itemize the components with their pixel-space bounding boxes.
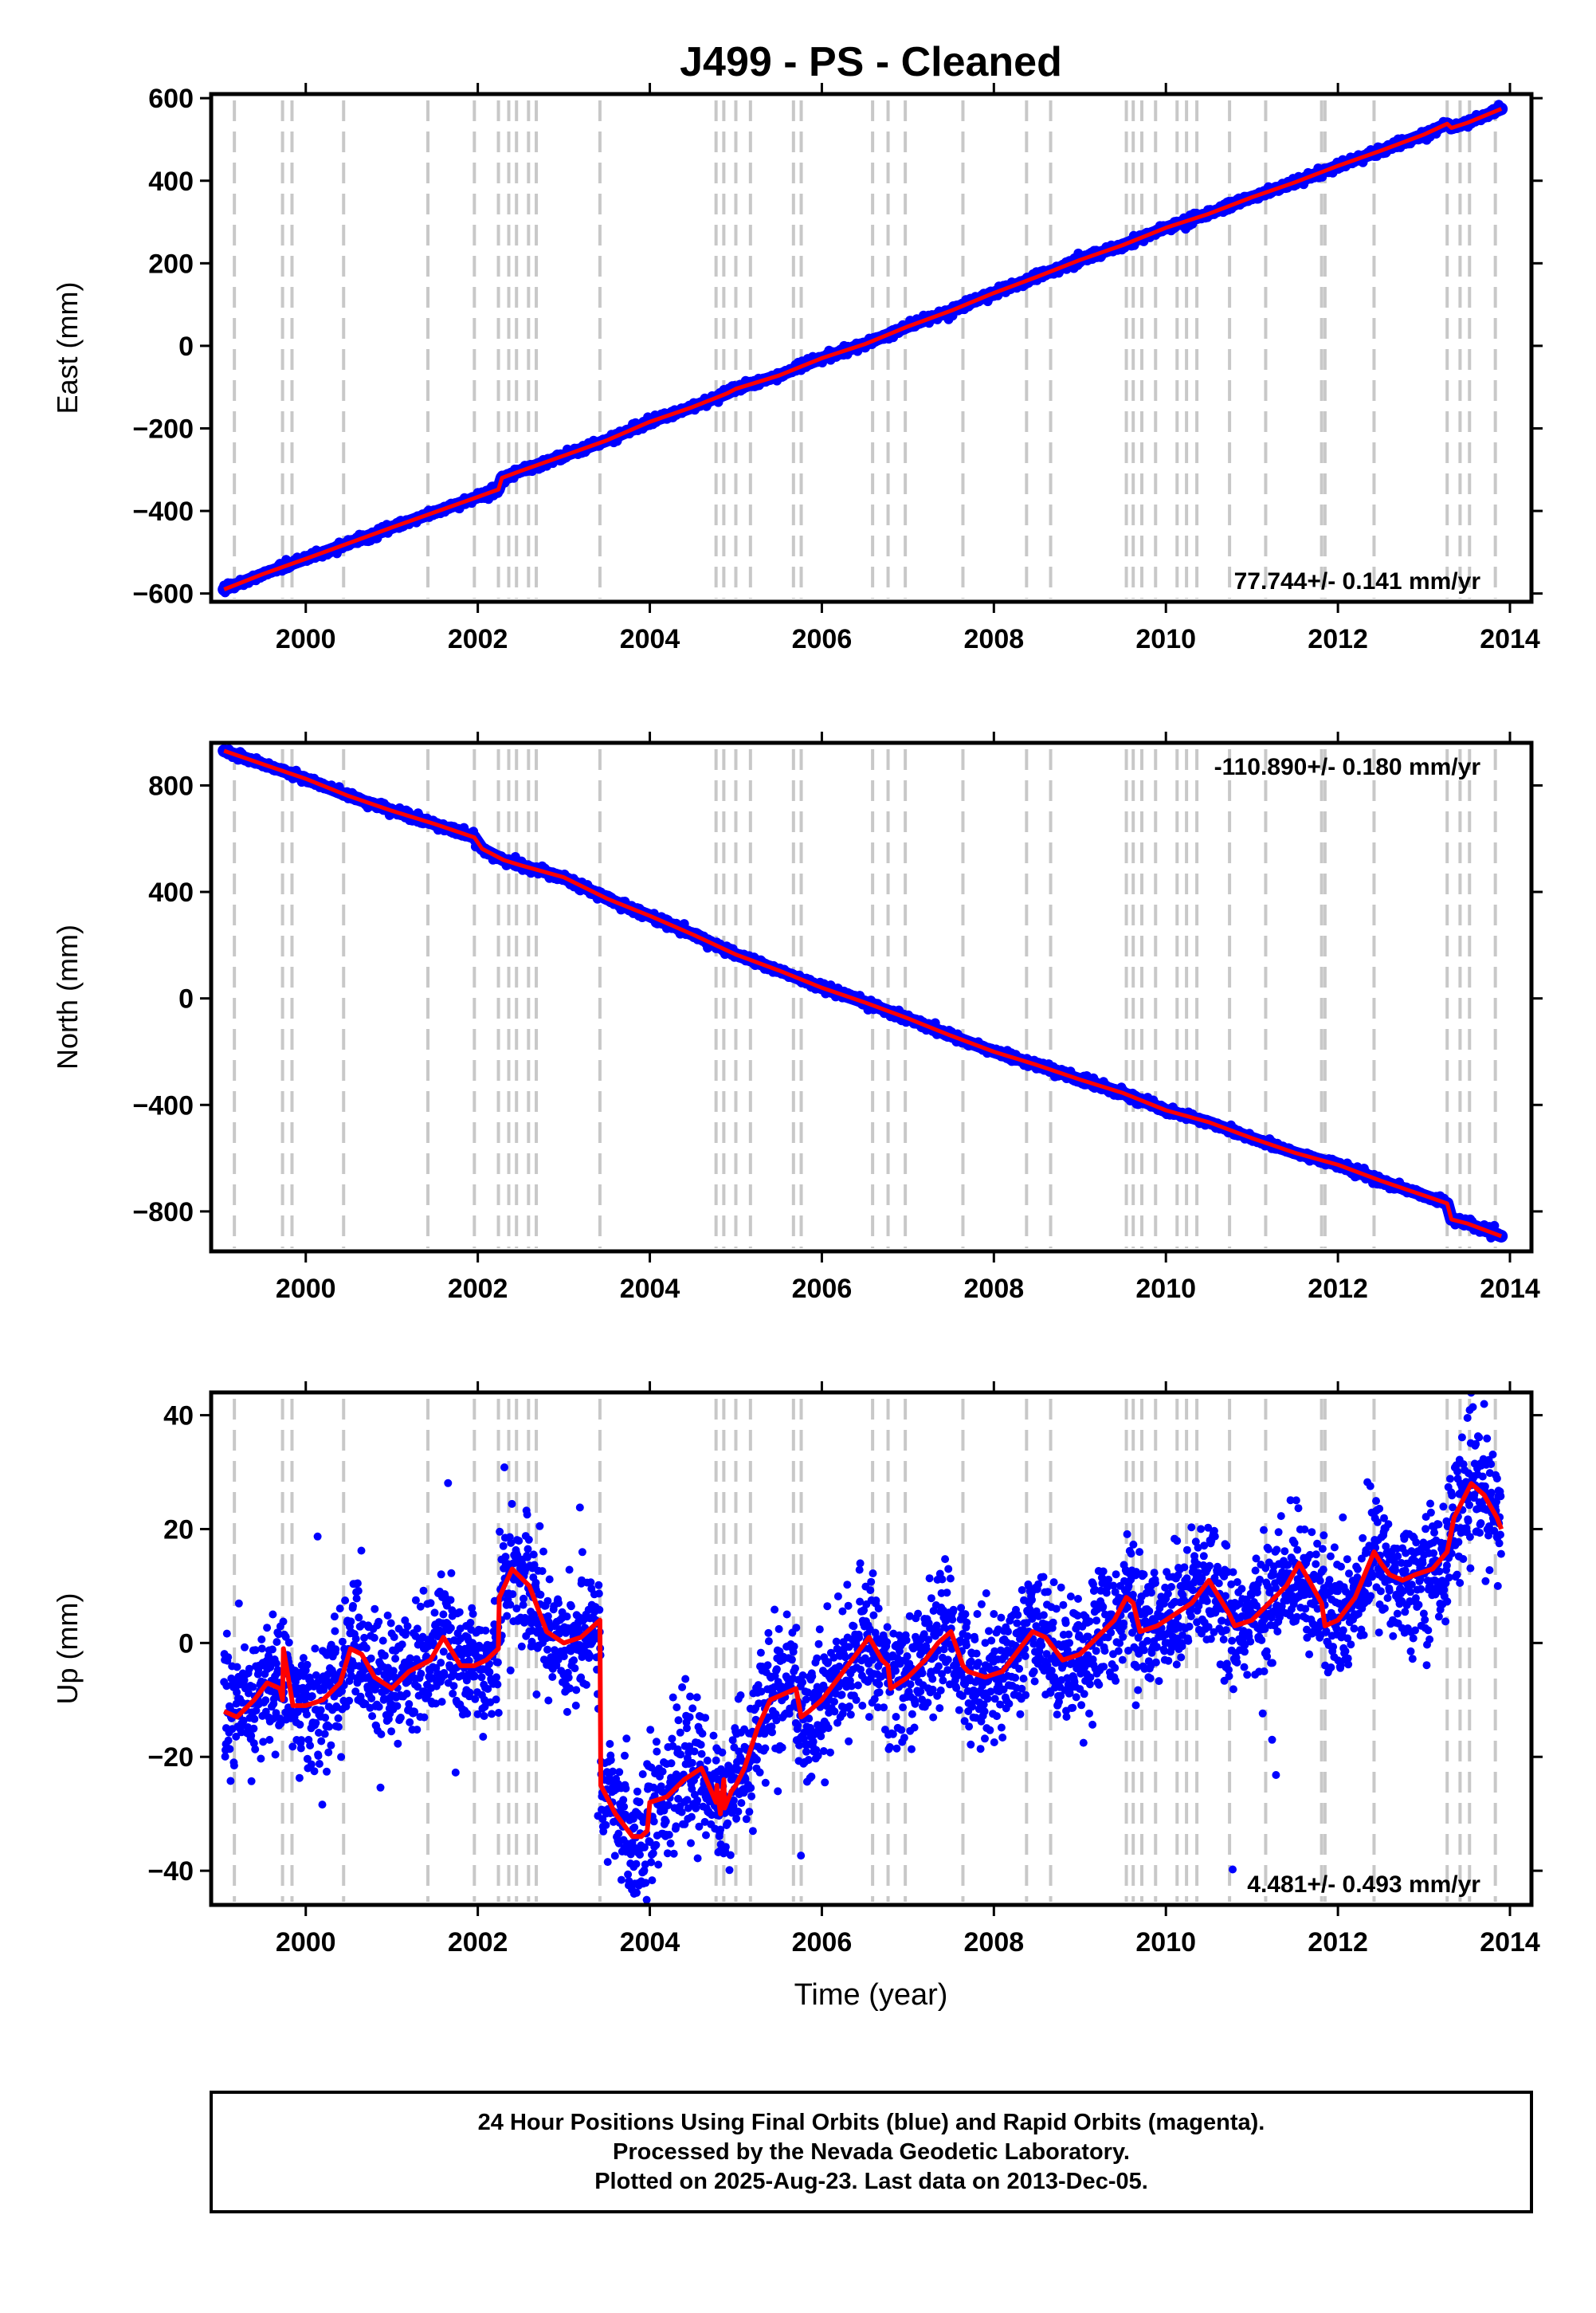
observation-point: [257, 1635, 266, 1643]
x-tick-label: 2008: [964, 1274, 1025, 1304]
plot-area: [218, 744, 1508, 1243]
observation-point: [221, 1752, 229, 1761]
observation-point: [257, 1754, 265, 1763]
observation-point: [240, 1676, 249, 1684]
observation-point: [268, 1645, 276, 1654]
observations: [220, 1392, 1505, 1904]
y-tick-label: −600: [132, 579, 194, 610]
x-tick-label: 2010: [1135, 1274, 1196, 1304]
observation-point: [241, 1643, 249, 1651]
observation-point: [226, 1777, 235, 1785]
x-tick-label: 2012: [1308, 624, 1368, 654]
plot-area: [218, 100, 1508, 598]
x-tick-label: 2014: [1480, 624, 1540, 654]
x-tick-label: 2010: [1135, 624, 1196, 654]
x-tick-label: 2002: [448, 1274, 508, 1304]
x-tick-label: 2006: [792, 624, 853, 654]
plot-area: [220, 1392, 1505, 1904]
observation-point: [249, 1683, 257, 1691]
observation-point: [273, 1638, 281, 1647]
observation-point: [239, 1716, 248, 1725]
y-tick-label: −800: [132, 1197, 194, 1227]
y-axis-label: East (mm): [51, 282, 84, 414]
observation-point: [233, 1663, 241, 1671]
observation-point: [232, 1732, 241, 1741]
x-tick-label: 2006: [792, 1274, 853, 1304]
observation-point: [272, 1659, 280, 1668]
observation-point: [257, 1644, 266, 1653]
x-tick-label: 2000: [276, 624, 336, 654]
observation-point: [272, 1709, 280, 1718]
observation-point: [251, 1745, 260, 1753]
observation-point: [279, 1617, 288, 1626]
observation-point: [233, 1688, 241, 1697]
observation-point: [252, 1706, 261, 1715]
east-panel: −600 −400 −200 0 200 400 600 2000 2002 2004 2006 20…: [51, 83, 1543, 654]
observation-point: [269, 1610, 277, 1619]
rate-annotation: -110.890+/- 0.180 mm/yr: [1214, 754, 1481, 780]
observation-point: [222, 1629, 231, 1638]
x-tick-label: 2004: [620, 1274, 680, 1304]
observation-point: [229, 1761, 238, 1770]
plot-frame: [209, 740, 1534, 1254]
observation-point: [245, 1689, 253, 1698]
model-fit-line: [223, 107, 1503, 591]
observation-point: [247, 1731, 256, 1740]
observation-point: [247, 1777, 256, 1785]
observation-point: [284, 1638, 293, 1647]
gps-timeseries-figure: J499 - PS - Cleaned −600 −400 −200 0 200 400 6…: [51, 39, 1543, 2012]
y-tick-label: 0: [178, 332, 194, 362]
y-tick-label: 400: [148, 878, 194, 908]
observation-point: [250, 1714, 259, 1723]
y-tick-label: 600: [148, 84, 194, 114]
observation-point: [234, 1599, 243, 1608]
observation-point: [245, 1664, 253, 1673]
x-tick-label: 2000: [276, 1274, 336, 1304]
observation-point: [222, 1682, 231, 1691]
observation-point: [224, 1653, 233, 1662]
observation-point: [274, 1630, 283, 1639]
observation-point: [288, 1742, 297, 1751]
y-tick-label: 0: [178, 984, 194, 1015]
y-tick-label: −200: [132, 414, 194, 444]
figure-title: J499 - PS - Cleaned: [680, 39, 1062, 85]
observation-point: [261, 1696, 270, 1705]
rate-annotation: 77.744+/- 0.141 mm/yr: [1234, 568, 1481, 595]
observation-point: [271, 1750, 280, 1759]
y-tick-label: −400: [132, 497, 194, 527]
y-tick-label: 400: [148, 167, 194, 197]
observation-point: [249, 1724, 258, 1733]
y-axis-label: North (mm): [51, 925, 84, 1070]
x-tick-label: 2012: [1308, 1274, 1368, 1304]
x-tick-label: 2002: [448, 624, 508, 654]
observation-point: [259, 1738, 268, 1746]
x-tick-label: 2004: [620, 624, 680, 654]
observation-point: [263, 1624, 272, 1632]
observation-point: [224, 1736, 233, 1745]
observation-point: [273, 1666, 282, 1675]
observation-point: [225, 1745, 234, 1753]
observation-point: [251, 1646, 260, 1655]
plot-frame: [209, 92, 1534, 604]
y-tick-label: 200: [148, 249, 194, 279]
x-tick-label: 2014: [1480, 1274, 1540, 1304]
observation-point: [265, 1735, 274, 1744]
north-panel: −800 −400 0 400 800 2000 2002 2004 2006 2008 2010 2…: [51, 732, 1543, 1304]
y-tick-label: −400: [132, 1090, 194, 1121]
x-tick-label: 2008: [964, 624, 1025, 654]
y-tick-label: 800: [148, 771, 194, 801]
observation-point: [249, 1739, 258, 1748]
model-fit-line: [223, 748, 1503, 1239]
